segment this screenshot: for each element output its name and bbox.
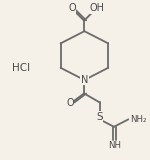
Text: OH: OH [90, 3, 105, 13]
Text: NH₂: NH₂ [130, 115, 146, 124]
Text: S: S [96, 112, 103, 122]
Text: O: O [66, 98, 74, 108]
Text: O: O [68, 3, 76, 13]
Text: NH: NH [108, 141, 121, 150]
Text: HCl: HCl [12, 63, 30, 73]
Text: N: N [81, 75, 88, 85]
